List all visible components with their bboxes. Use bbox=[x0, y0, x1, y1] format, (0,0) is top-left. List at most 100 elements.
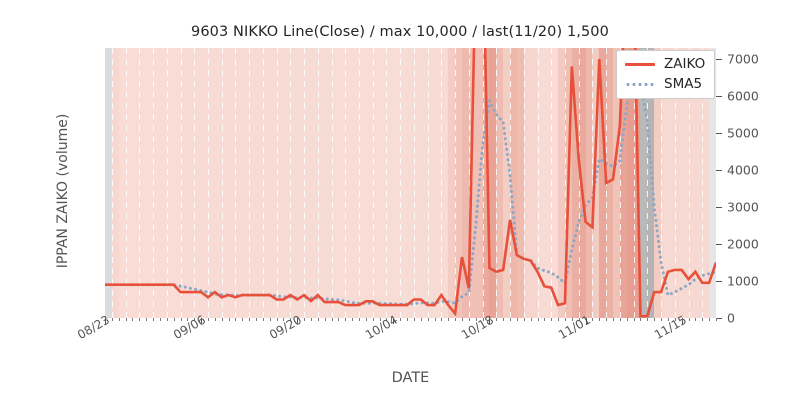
gridline-vertical bbox=[249, 48, 251, 318]
background-band bbox=[619, 48, 627, 318]
x-axis-tick-minor bbox=[407, 318, 409, 321]
gridline-vertical bbox=[564, 48, 566, 318]
gridline-vertical bbox=[345, 48, 347, 318]
x-axis-tick-minor bbox=[709, 318, 711, 321]
background-band bbox=[482, 48, 490, 318]
x-axis-tick-minor bbox=[695, 318, 697, 321]
background-band bbox=[105, 48, 112, 318]
legend-item-sma5[interactable]: SMA5 bbox=[625, 76, 705, 92]
x-axis-tick-minor bbox=[564, 318, 566, 321]
x-axis-tick-minor bbox=[613, 318, 615, 321]
x-axis-tick-label: 10/04 bbox=[363, 312, 401, 343]
background-band bbox=[516, 48, 524, 318]
gridline-vertical bbox=[372, 48, 374, 318]
x-axis-tick-minor bbox=[427, 318, 429, 321]
x-axis-tick-minor bbox=[702, 318, 704, 321]
x-axis-tick-minor bbox=[249, 318, 251, 321]
gridline-vertical bbox=[537, 48, 539, 318]
background-band bbox=[111, 48, 119, 318]
x-axis-tick-minor bbox=[448, 318, 450, 321]
y-axis-right: 0 1000 2000 3000 4000 5000 6000 7000 bbox=[716, 48, 800, 326]
y-axis-tick bbox=[716, 207, 722, 209]
y-axis-tick bbox=[716, 170, 722, 172]
x-axis-tick-minor bbox=[290, 318, 292, 321]
x-axis-tick-minor bbox=[256, 318, 258, 321]
gridline-vertical bbox=[592, 48, 594, 318]
gridline-vertical bbox=[290, 48, 292, 318]
gridline-vertical bbox=[304, 48, 306, 318]
x-axis-tick-minor bbox=[441, 318, 443, 321]
background-band bbox=[242, 48, 332, 318]
gridline-vertical bbox=[482, 48, 484, 318]
legend-item-zaiko[interactable]: ZAIKO bbox=[625, 56, 705, 72]
background-band bbox=[709, 48, 716, 318]
x-axis-tick-minor bbox=[647, 318, 649, 321]
x-axis-tick-minor bbox=[523, 318, 525, 321]
x-axis-tick-minor bbox=[146, 318, 148, 321]
x-axis-tick-minor bbox=[207, 318, 209, 321]
gridline-vertical bbox=[262, 48, 264, 318]
y-axis-tick-label: 4000 bbox=[727, 162, 759, 178]
y-axis-tick-label: 5000 bbox=[727, 125, 759, 141]
gridline-vertical bbox=[578, 48, 580, 318]
x-axis-tick-minor bbox=[386, 318, 388, 321]
x-axis-tick-minor bbox=[331, 318, 333, 321]
background-band bbox=[585, 48, 593, 318]
chart-title: 9603 NIKKO Line(Close) / max 10,000 / la… bbox=[191, 24, 609, 40]
y-axis-tick-label: 0 bbox=[727, 310, 735, 326]
gridline-vertical bbox=[551, 48, 553, 318]
x-axis-tick-label: 11/15 bbox=[651, 312, 689, 343]
x-axis-tick-label: 09/20 bbox=[267, 312, 305, 343]
x-axis-tick-minor bbox=[352, 318, 354, 321]
x-axis-tick-minor bbox=[242, 318, 244, 321]
x-axis-tick-major bbox=[297, 318, 299, 324]
gridline-vertical bbox=[688, 48, 690, 318]
background-band bbox=[571, 48, 579, 318]
plot-area bbox=[105, 48, 716, 318]
x-axis-tick-minor bbox=[194, 318, 196, 321]
x-axis-tick-major bbox=[105, 318, 106, 324]
y-axis-tick-label: 1000 bbox=[727, 273, 759, 289]
x-axis-tick-minor bbox=[187, 318, 189, 321]
gridline-vertical bbox=[674, 48, 676, 318]
background-band bbox=[558, 48, 565, 318]
gridline-vertical bbox=[468, 48, 470, 318]
background-band bbox=[647, 48, 655, 318]
vertical-gridlines-layer bbox=[105, 48, 716, 318]
x-axis-tick-label: 11/01 bbox=[555, 312, 593, 343]
gridline-vertical bbox=[194, 48, 196, 318]
series-layer bbox=[105, 48, 716, 318]
x-axis-tick-minor bbox=[558, 318, 560, 321]
x-axis: 08/23 09/06 09/20 10/04 10/18 11/01 11/15 bbox=[75, 313, 717, 378]
gridline-vertical bbox=[619, 48, 621, 318]
x-axis-tick-minor bbox=[537, 318, 539, 321]
x-axis-tick-minor bbox=[633, 318, 635, 321]
background-band bbox=[626, 48, 634, 318]
background-band bbox=[489, 48, 497, 318]
background-band bbox=[510, 48, 517, 318]
x-axis-tick-minor bbox=[365, 318, 367, 321]
x-axis-tick-minor bbox=[111, 318, 113, 321]
x-axis-tick-minor bbox=[661, 318, 663, 321]
background-band bbox=[613, 48, 620, 318]
x-axis-tick-minor bbox=[132, 318, 134, 321]
y-axis-tick bbox=[716, 244, 722, 246]
gridline-vertical bbox=[400, 48, 402, 318]
gridline-vertical bbox=[496, 48, 498, 318]
x-axis-tick-minor bbox=[516, 318, 518, 321]
x-axis-tick-minor bbox=[372, 318, 374, 321]
gridline-vertical bbox=[661, 48, 663, 318]
y-axis-label: IPPAN ZAIKO (volume) bbox=[55, 113, 71, 269]
background-band bbox=[180, 48, 243, 318]
x-axis-tick-minor bbox=[551, 318, 553, 321]
gridline-vertical bbox=[221, 48, 223, 318]
background-band bbox=[496, 48, 504, 318]
gridline-vertical bbox=[276, 48, 278, 318]
x-axis-tick-minor bbox=[599, 318, 601, 321]
x-axis-tick-minor bbox=[359, 318, 360, 321]
background-band bbox=[461, 48, 469, 318]
x-axis-tick-minor bbox=[468, 318, 470, 321]
x-axis-tick-label: 10/18 bbox=[459, 312, 497, 343]
x-axis-tick-minor bbox=[482, 318, 484, 321]
x-axis-tick-minor bbox=[674, 318, 676, 321]
